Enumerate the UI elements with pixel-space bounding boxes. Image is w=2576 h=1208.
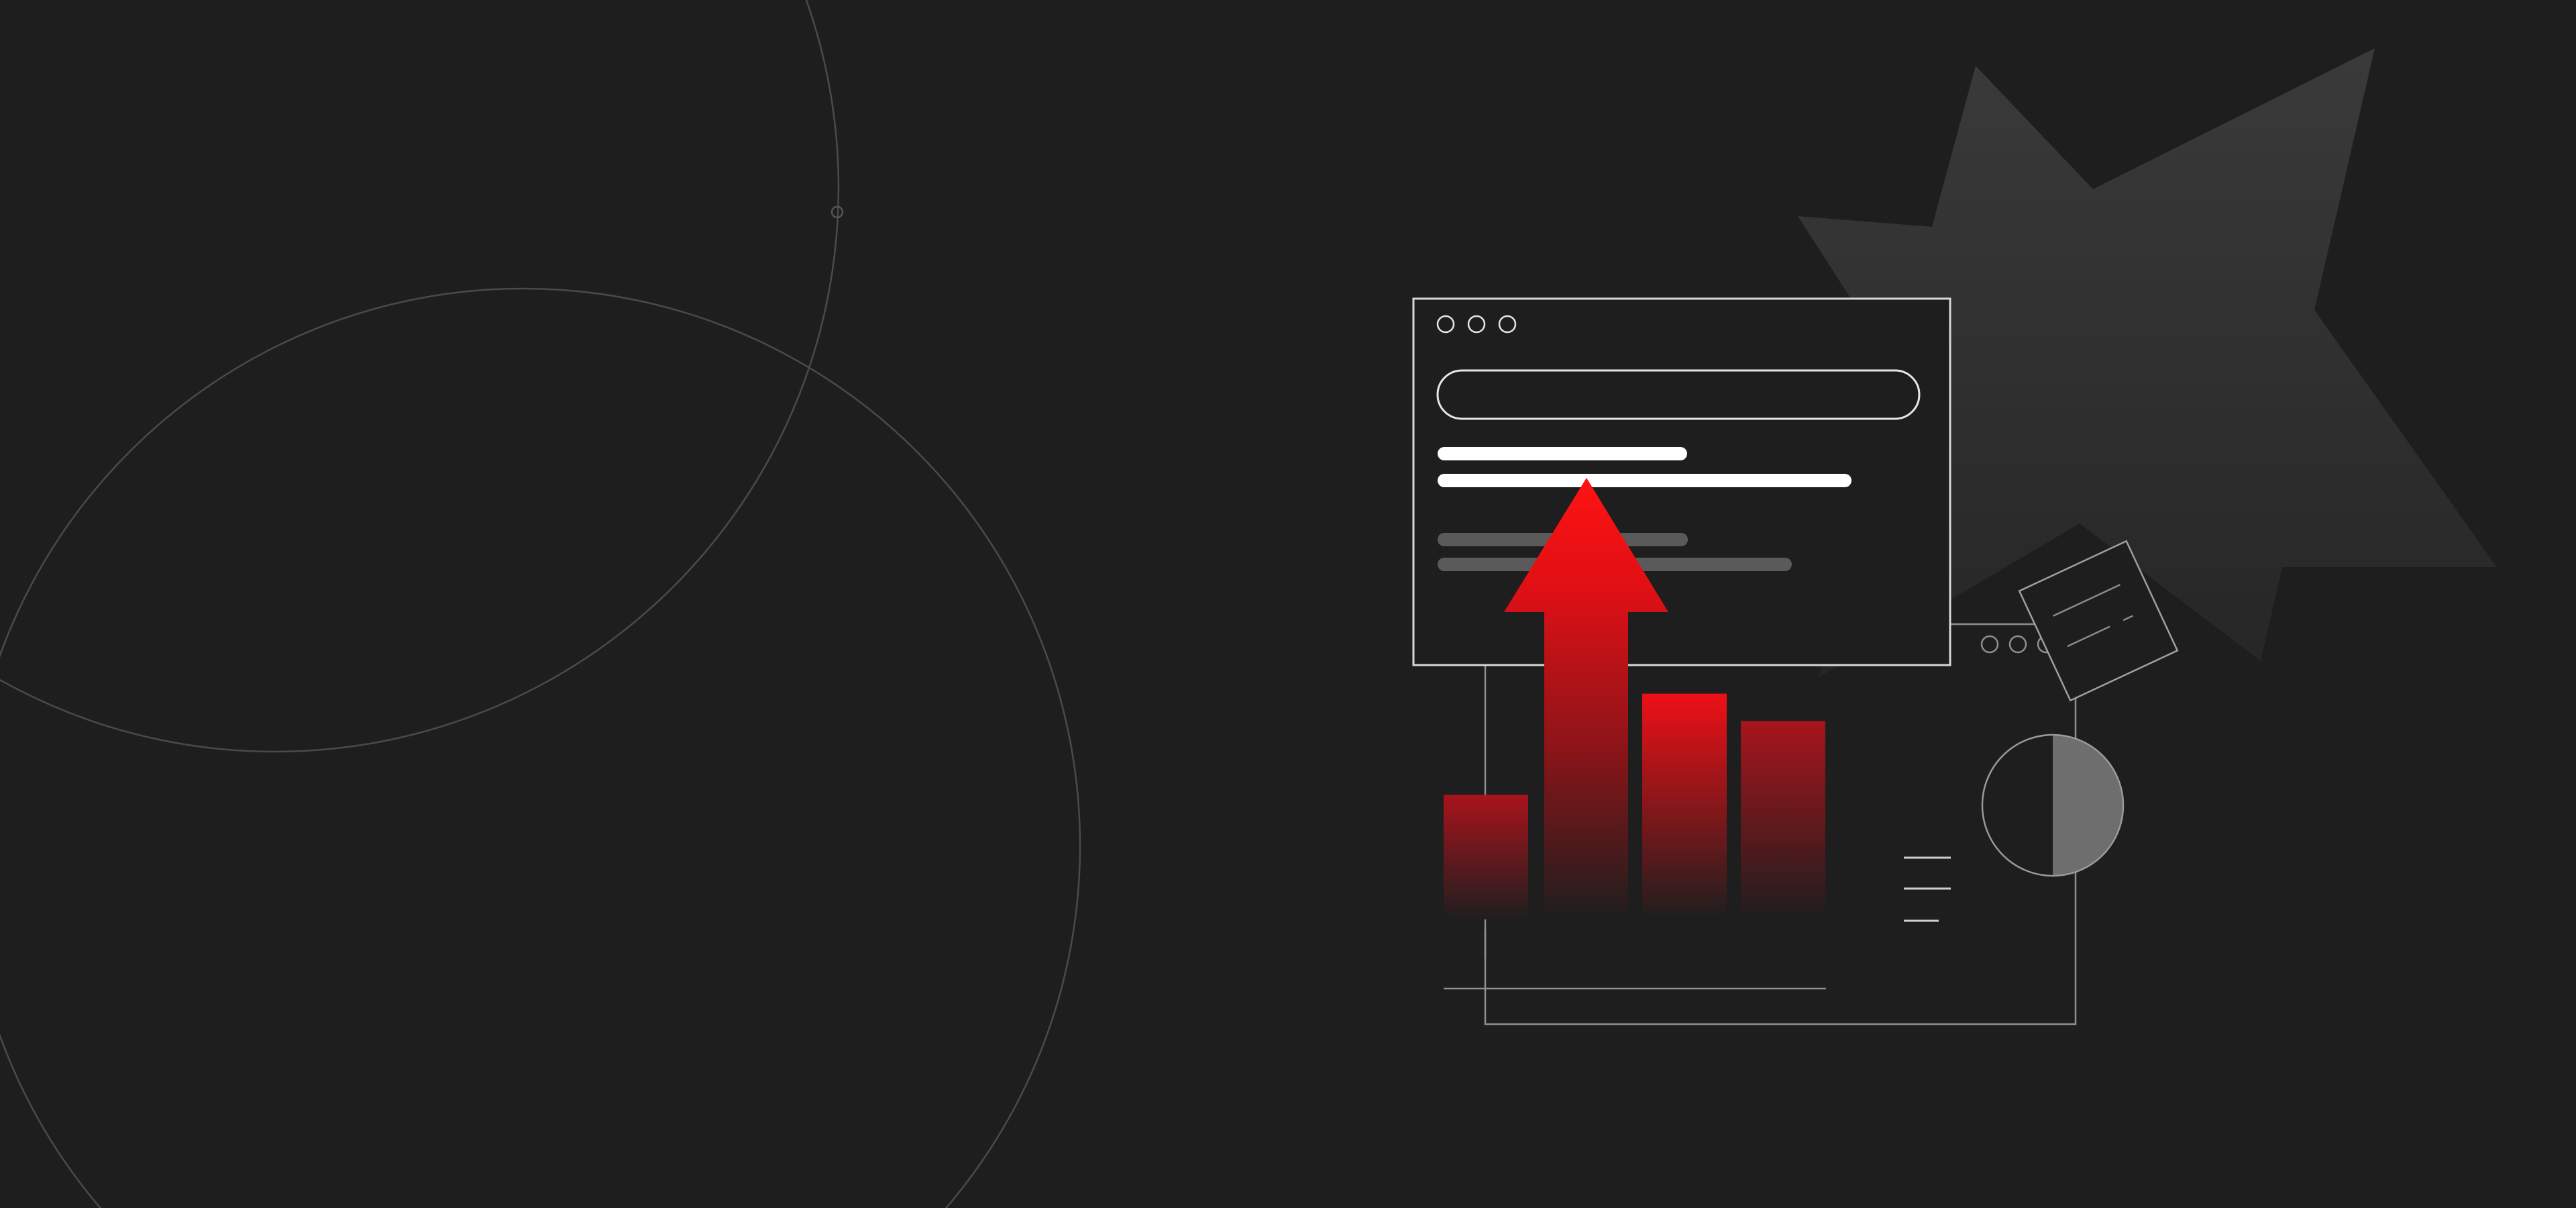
- chart-bar-4: [1741, 721, 1825, 919]
- text-line-2: [1438, 474, 1851, 487]
- growth-arrow-icon: [1504, 478, 1668, 919]
- star-icon: [1798, 48, 2497, 678]
- background-circles: [0, 0, 1081, 1208]
- browser-dot-3: [1498, 315, 1517, 334]
- circle-shape-icon: [1981, 734, 2125, 877]
- note-card-icon: [2018, 540, 2179, 702]
- chart-bar-3: [1642, 693, 1727, 919]
- browser-dot-2: [1467, 315, 1486, 334]
- text-line-1: [1438, 447, 1687, 460]
- background-circle-lower: [0, 287, 1081, 1208]
- dashboard-dot-2: [2008, 635, 2027, 654]
- browser-window: [1412, 297, 1951, 666]
- chart-bar-1: [1444, 795, 1528, 919]
- growth-chart: [1444, 693, 1825, 919]
- search-field: [1436, 369, 1921, 420]
- browser-dot-1: [1436, 315, 1455, 334]
- list-lines-icon: [1904, 856, 1951, 922]
- background-circle-upper: [0, 0, 839, 752]
- circle-marker-icon: [830, 205, 844, 219]
- dashboard-dot-1: [1980, 635, 1999, 654]
